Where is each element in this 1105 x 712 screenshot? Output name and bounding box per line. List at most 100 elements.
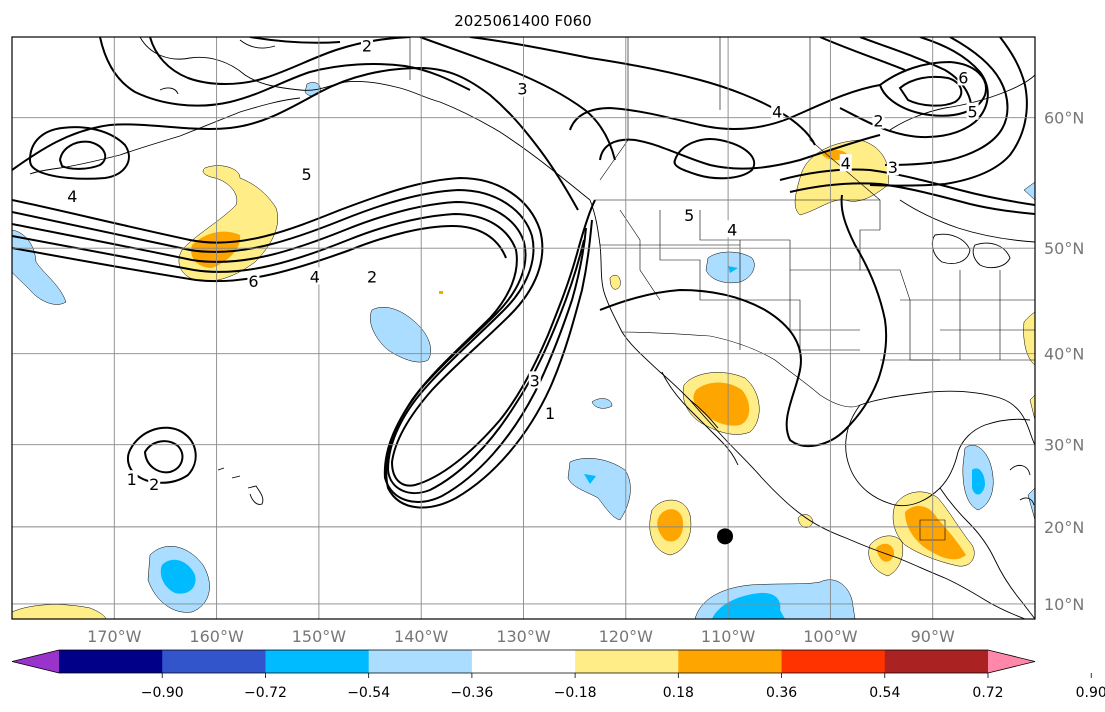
colorbar-segment: [59, 650, 163, 673]
contour-label: 4: [772, 103, 782, 122]
contour-label: 2: [149, 475, 159, 494]
contour-label-bg: [839, 154, 852, 172]
colorbar-outline: [11, 649, 1036, 674]
neg-shade-area: [160, 559, 196, 594]
pos-shade-area: [876, 543, 895, 562]
contour-label-bg: [308, 267, 321, 285]
contour-label-bg: [957, 68, 970, 86]
contour-lines: [12, 37, 1035, 509]
colorbar-segment: [265, 650, 370, 673]
neg-shade-area: [1027, 487, 1035, 521]
colorbar-tick-label: 0.36: [766, 685, 797, 701]
contour-label: 6: [248, 272, 258, 291]
colorbar-extend-min: [12, 650, 59, 673]
neg-shade-area: [584, 474, 596, 484]
pos-shade-area: [1029, 394, 1035, 421]
coastlines: [29, 37, 1035, 619]
lon-tick-label: 140°W: [394, 627, 449, 646]
pos-shade-area: [905, 506, 966, 560]
neg-shade-area: [972, 468, 985, 495]
contour-label: 5: [968, 103, 978, 122]
pos-shade-area: [609, 275, 621, 290]
colorbar-segment: [575, 650, 679, 673]
contour-label: 1: [127, 470, 137, 489]
lat-tick-label: 30°N: [1044, 436, 1084, 455]
contour-label-bg: [360, 37, 373, 54]
lon-tick-label: 110°W: [701, 627, 756, 646]
colorbar-segment: [781, 650, 886, 673]
location-marker: [717, 528, 734, 545]
contour-label: 1: [545, 404, 555, 423]
colorbar: −0.90 −0.72 −0.54 −0.36 −0.18 0.18 0.36 0.54 0.7…: [11, 649, 1105, 701]
lon-tick-label: 160°W: [189, 627, 244, 646]
colorbar-segment: [162, 650, 266, 673]
contour-label: 4: [67, 187, 77, 206]
lat-tick-label: 60°N: [1044, 109, 1084, 128]
contour-label-bg: [886, 158, 899, 176]
pos-shade-area: [1023, 311, 1035, 366]
lat-tick-label: 50°N: [1044, 239, 1084, 258]
latitude-labels: 10°N 20°N 30°N 40°N 50°N 60°N: [1044, 109, 1084, 614]
colorbar-extend-max: [988, 650, 1035, 673]
contour-label-bg: [66, 187, 79, 205]
colorbar-tick-label: −0.90: [141, 685, 184, 701]
contour-label-bg: [683, 205, 696, 223]
contour-label: 3: [517, 80, 527, 99]
contour-label: 2: [873, 112, 883, 131]
colorbar-segment: [884, 650, 989, 673]
colorbar-tick-label: 0.54: [869, 685, 900, 701]
lat-tick-label: 10°N: [1044, 595, 1084, 614]
colorbar-tick-label: 0.72: [972, 685, 1003, 701]
pos-shade-area: [12, 604, 107, 619]
anomaly-shading: [12, 82, 1035, 619]
lon-tick-label: 90°W: [911, 627, 955, 646]
contour-label-bg: [528, 371, 541, 389]
colorbar-tick-label: −0.18: [554, 685, 597, 701]
colorbar-tick-label: −0.72: [244, 685, 287, 701]
contour-label: 3: [530, 371, 540, 390]
lon-tick-label: 150°W: [292, 627, 347, 646]
neg-shade-area: [567, 458, 631, 521]
pos-shade-area: [657, 509, 684, 542]
contour-label-bg: [966, 102, 979, 120]
neg-shade-area: [370, 306, 431, 363]
lat-tick-label: 40°N: [1044, 345, 1084, 364]
lon-tick-label: 130°W: [496, 627, 551, 646]
lat-tick-label: 20°N: [1044, 518, 1084, 537]
contour-label: 5: [684, 206, 694, 225]
contour-label: 6: [958, 68, 968, 87]
neg-shade-area: [1023, 181, 1035, 201]
colorbar-segment: [678, 650, 783, 673]
colorbar-segment: [471, 650, 576, 673]
lon-tick-label: 170°W: [87, 627, 142, 646]
map-grid: [12, 37, 1035, 619]
contour-label: 2: [362, 37, 372, 56]
colorbar-tick-label: −0.54: [347, 685, 390, 701]
contour-label-bg: [872, 111, 885, 129]
contour-label-bg: [771, 102, 784, 120]
pos-shade-area: [794, 139, 890, 216]
contour-label: 4: [841, 154, 851, 173]
pos-shade-area: [439, 291, 443, 294]
neg-shade-area: [712, 592, 785, 619]
longitude-labels: 170°W 160°W 150°W 140°W 130°W 120°W 110°W 100°W…: [87, 627, 955, 646]
neg-shade-area: [591, 398, 613, 409]
contour-label-bg: [247, 271, 260, 289]
colorbar-tick-label: 0.18: [663, 685, 694, 701]
pos-shade-area: [191, 231, 241, 268]
lon-tick-label: 100°W: [803, 627, 858, 646]
contour-label: 3: [888, 158, 898, 177]
map-frame: [11, 36, 1036, 620]
lon-tick-label: 120°W: [599, 627, 654, 646]
contour-label-bg: [726, 220, 739, 238]
contour-label: 5: [302, 165, 312, 184]
colorbar-segment: [368, 650, 473, 673]
pos-shade-area: [693, 382, 750, 426]
colorbar-tick-label: 0.90: [1076, 685, 1105, 701]
contour-label-bg: [300, 164, 313, 182]
contour-label-bg: [125, 470, 138, 488]
contour-label-bg: [148, 475, 161, 493]
neg-shade-area: [728, 266, 738, 273]
contour-label-bg: [366, 267, 379, 285]
